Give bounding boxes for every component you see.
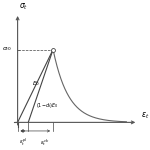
Text: $\varepsilon_t^{ck}$: $\varepsilon_t^{ck}$ [39, 137, 49, 148]
Text: $\sigma_{t0}$: $\sigma_{t0}$ [2, 46, 12, 54]
Text: $\sigma_t$: $\sigma_t$ [19, 2, 28, 12]
Text: $E_0$: $E_0$ [32, 79, 40, 88]
Text: $\varepsilon_t$: $\varepsilon_t$ [141, 111, 149, 121]
Text: $(1\!-\!d_t)E_0$: $(1\!-\!d_t)E_0$ [36, 101, 59, 110]
Text: $\varepsilon_t^{pl}$: $\varepsilon_t^{pl}$ [19, 137, 27, 148]
